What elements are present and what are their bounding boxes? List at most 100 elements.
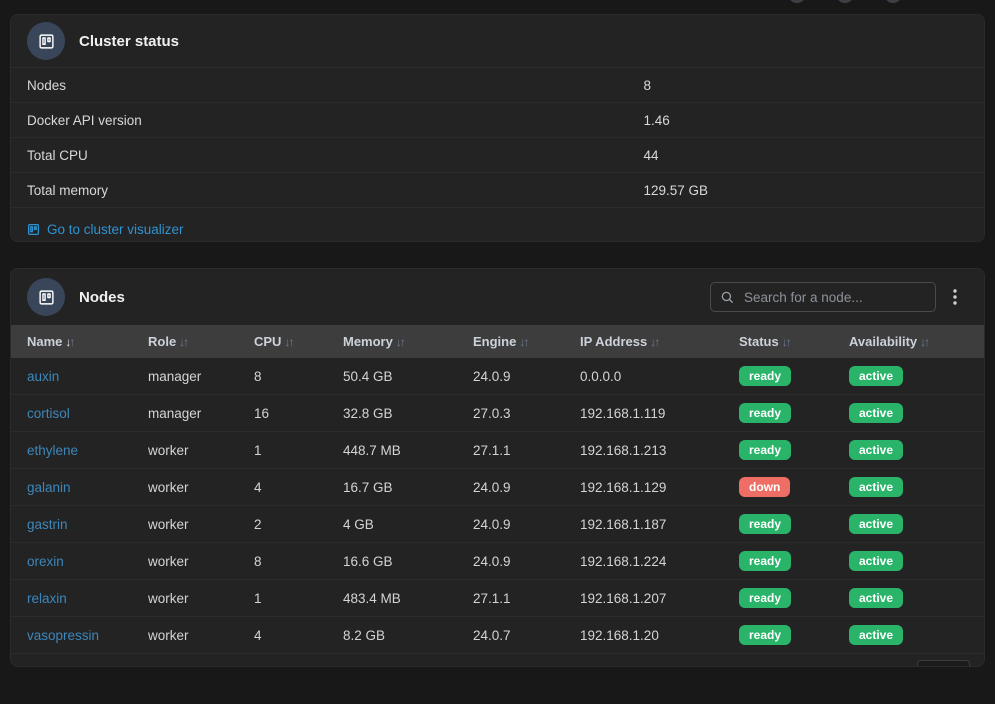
cell-ip-address: 0.0.0.0: [579, 358, 738, 395]
cell-status: ready: [738, 542, 848, 580]
cell-role: worker: [147, 579, 253, 617]
node-name-link[interactable]: vasopressin: [27, 627, 100, 643]
cell-ip-address: 192.168.1.207: [579, 579, 738, 617]
status-badge: ready: [739, 402, 792, 424]
availability-badge: active: [849, 587, 904, 609]
node-table-row: gastrin worker 2 4 GB 24.0.9 192.168.1.1…: [11, 505, 984, 543]
node-table-row: ethylene worker 1 448.7 MB 27.1.1 192.16…: [11, 431, 984, 469]
search-icon: [720, 290, 734, 304]
detail-label: Docker API version: [27, 112, 142, 128]
cell-role: worker: [147, 542, 253, 580]
sort-descending-icon: ↓: [395, 335, 402, 349]
column-header-status[interactable]: Status ↓↑: [739, 334, 792, 349]
sort-descending-icon: ↓: [650, 335, 656, 349]
nodes-header: Nodes: [11, 269, 984, 325]
cell-status: down: [738, 468, 848, 506]
node-name-link[interactable]: orexin: [27, 553, 64, 569]
cell-name: vasopressin: [11, 616, 147, 654]
cluster-detail-row: Total memory 129.57 GB: [11, 173, 984, 208]
detail-value: 129.57 GB: [643, 182, 708, 198]
cell-role: worker: [147, 468, 253, 506]
detail-label: Total CPU: [27, 147, 88, 163]
availability-badge: active: [849, 439, 904, 461]
items-per-page-select[interactable]: 100: [917, 660, 970, 666]
cluster-status-rows: Nodes 8 Docker API version 1.46 Total CP…: [11, 68, 984, 208]
sort-descending-icon: ↓: [179, 335, 185, 349]
cluster-status-header: Cluster status: [11, 15, 984, 68]
sort-ascending-icon: ↑: [69, 335, 75, 349]
cluster-detail-row: Docker API version 1.46: [11, 103, 984, 138]
cell-engine: 24.0.7: [472, 616, 579, 654]
cell-ip-address: 192.168.1.213: [579, 431, 738, 469]
cell-cpu: 8: [253, 358, 342, 395]
sort-descending-icon: ↓: [920, 335, 926, 349]
sort-ascending-icon: ↑: [399, 335, 406, 349]
status-badge: ready: [739, 365, 792, 387]
node-name-link[interactable]: cortisol: [27, 405, 70, 421]
cell-status: ready: [738, 616, 848, 654]
cell-availability: active: [848, 358, 984, 395]
cell-status: ready: [738, 358, 848, 395]
cut-off-header-button: [788, 0, 806, 3]
cell-cpu: 1: [253, 579, 342, 617]
cluster-detail-row: Nodes 8: [11, 68, 984, 103]
column-header-role[interactable]: Role ↓↑: [148, 334, 189, 349]
sort-ascending-icon: ↑: [523, 335, 529, 349]
cut-off-header-button: [836, 0, 854, 3]
column-header-cpu[interactable]: CPU ↓↑: [254, 334, 294, 349]
sort-descending-icon: ↓: [781, 335, 788, 349]
node-name-link[interactable]: ethylene: [27, 442, 79, 458]
trello-icon: [27, 223, 40, 236]
column-header-engine[interactable]: Engine ↓↑: [473, 334, 529, 349]
cell-ip-address: 192.168.1.129: [579, 468, 738, 506]
availability-badge: active: [849, 476, 904, 498]
availability-badge: active: [849, 365, 904, 387]
sort-ascending-icon: ↑: [654, 335, 660, 349]
cell-name: gastrin: [11, 505, 147, 543]
cell-name: orexin: [11, 542, 147, 580]
cell-cpu: 2: [253, 505, 342, 543]
cell-memory: 483.4 MB: [342, 579, 472, 617]
availability-badge: active: [849, 513, 904, 535]
node-table-row: vasopressin worker 4 8.2 GB 24.0.7 192.1…: [11, 616, 984, 654]
node-table-row: orexin worker 8 16.6 GB 24.0.9 192.168.1…: [11, 542, 984, 580]
status-badge: ready: [739, 513, 792, 535]
detail-value: 44: [643, 147, 659, 163]
cluster-detail-row: Total CPU 44: [11, 138, 984, 173]
node-name-link[interactable]: galanin: [27, 479, 71, 495]
node-name-link[interactable]: relaxin: [27, 590, 67, 606]
cell-cpu: 4: [253, 616, 342, 654]
cell-role: worker: [147, 431, 253, 469]
cell-name: cortisol: [11, 394, 147, 432]
status-badge: ready: [739, 439, 792, 461]
items-per-page-label: Items per page: [821, 666, 908, 667]
node-table-row: auxin manager 8 50.4 GB 24.0.9 0.0.0.0 r…: [11, 358, 984, 395]
kebab-menu-icon[interactable]: [942, 282, 968, 312]
cell-cpu: 8: [253, 542, 342, 580]
column-header-ip-address[interactable]: IP Address ↓↑: [580, 334, 660, 349]
cell-cpu: 16: [253, 394, 342, 432]
cluster-visualizer-link[interactable]: Go to cluster visualizer: [11, 208, 984, 241]
nodes-table-header-row: Name ↓↑ Role ↓↑ CPU ↓↑ Memory ↓↑ Engine ↓↑ IP…: [11, 325, 984, 358]
detail-value: 1.46: [643, 112, 670, 128]
cell-engine: 27.0.3: [472, 394, 579, 432]
sort-ascending-icon: ↑: [924, 335, 930, 349]
column-header-availability[interactable]: Availability ↓↑: [849, 334, 930, 349]
column-header-memory[interactable]: Memory ↓↑: [343, 334, 406, 349]
cell-cpu: 1: [253, 431, 342, 469]
column-header-name[interactable]: Name ↓↑: [27, 334, 75, 349]
cell-role: worker: [147, 616, 253, 654]
cell-name: relaxin: [11, 579, 147, 617]
node-search-input[interactable]: [742, 288, 926, 306]
cell-name: galanin: [11, 468, 147, 506]
sort-descending-icon: ↓: [519, 335, 525, 349]
node-name-link[interactable]: auxin: [27, 368, 60, 384]
cell-cpu: 4: [253, 468, 342, 506]
node-table-row: relaxin worker 1 483.4 MB 27.1.1 192.168…: [11, 579, 984, 617]
cell-engine: 24.0.9: [472, 468, 579, 506]
node-name-link[interactable]: gastrin: [27, 516, 68, 532]
cell-role: worker: [147, 505, 253, 543]
cell-memory: 32.8 GB: [342, 394, 472, 432]
cell-memory: 8.2 GB: [342, 616, 472, 654]
